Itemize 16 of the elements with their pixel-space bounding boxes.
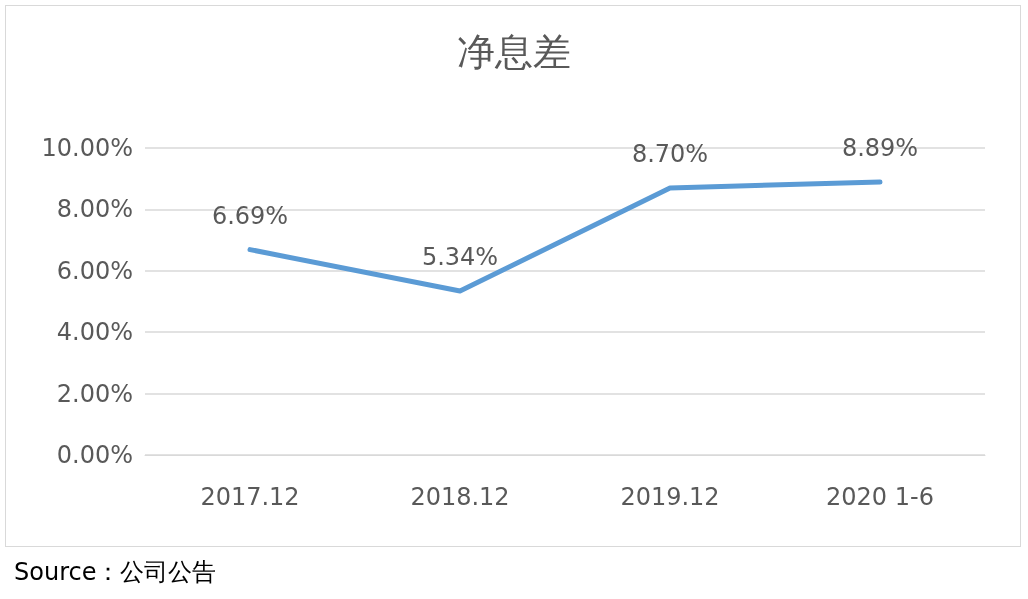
y-tick-label: 6.00% <box>56 256 133 285</box>
y-tick-label: 2.00% <box>56 379 133 408</box>
y-tick-label: 8.00% <box>56 195 133 224</box>
chart-title: 净息差 <box>457 30 571 74</box>
data-label: 8.89% <box>841 134 919 163</box>
x-tick-label: 2018.12 <box>410 483 510 511</box>
y-tick-label: 4.00% <box>56 318 133 347</box>
data-label: 5.34% <box>421 243 499 272</box>
data-label: 6.69% <box>211 201 289 230</box>
source-note: Source：公司公告 <box>14 557 217 588</box>
data-label: 8.70% <box>631 139 709 168</box>
y-tick-label: 10.00% <box>41 134 133 162</box>
x-tick-label: 2020 1-6 <box>826 483 934 511</box>
y-tick-label: 0.00% <box>56 441 133 469</box>
x-tick-label: 2019.12 <box>620 483 720 511</box>
x-tick-label: 2017.12 <box>200 483 300 511</box>
